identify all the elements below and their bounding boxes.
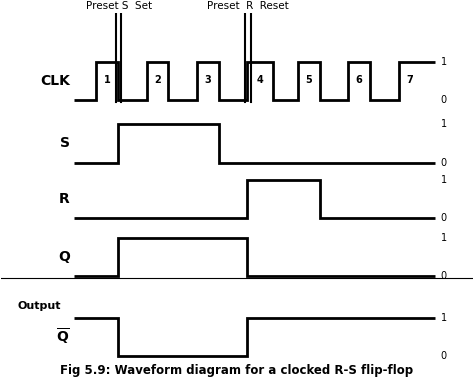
Text: 0: 0: [440, 158, 447, 168]
Text: Output: Output: [18, 301, 61, 311]
Text: Q: Q: [58, 250, 70, 264]
Text: 1: 1: [440, 119, 447, 129]
Text: 2: 2: [154, 75, 161, 85]
Text: 7: 7: [406, 75, 413, 85]
Text: 0: 0: [440, 271, 447, 281]
Text: 4: 4: [257, 75, 264, 85]
Text: Fig 5.9: Waveform diagram for a clocked R-S flip-flop: Fig 5.9: Waveform diagram for a clocked …: [61, 364, 413, 377]
Text: 5: 5: [305, 75, 312, 85]
Text: 1: 1: [440, 175, 447, 185]
Text: 0: 0: [440, 95, 447, 105]
Text: S: S: [60, 136, 70, 150]
Text: 6: 6: [356, 75, 363, 85]
Text: 1: 1: [103, 75, 110, 85]
Text: 1: 1: [440, 233, 447, 242]
Text: 1: 1: [440, 57, 447, 66]
Text: 0: 0: [440, 213, 447, 223]
Text: Preset S  Set: Preset S Set: [85, 1, 152, 11]
Text: 3: 3: [204, 75, 211, 85]
Text: 1: 1: [440, 313, 447, 323]
Text: Preset  R  Reset: Preset R Reset: [207, 1, 289, 11]
Text: R: R: [59, 192, 70, 206]
Text: 0: 0: [440, 351, 447, 361]
Text: CLK: CLK: [40, 74, 70, 88]
Text: $\mathbf{\overline{Q}}$: $\mathbf{\overline{Q}}$: [56, 327, 70, 347]
